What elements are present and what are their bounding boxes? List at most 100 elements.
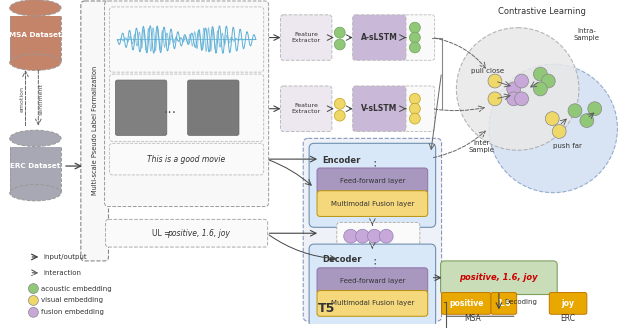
Circle shape: [489, 64, 618, 193]
FancyBboxPatch shape: [280, 15, 332, 60]
Text: T5: T5: [318, 302, 335, 315]
Text: positive, 1.6, joy: positive, 1.6, joy: [167, 229, 230, 238]
Polygon shape: [10, 147, 61, 193]
Text: ⋮: ⋮: [368, 159, 381, 173]
Text: push far: push far: [553, 143, 582, 149]
FancyBboxPatch shape: [442, 293, 491, 314]
Text: This is a good movie: This is a good movie: [147, 154, 226, 164]
Circle shape: [545, 112, 559, 126]
Circle shape: [488, 74, 502, 88]
FancyBboxPatch shape: [109, 143, 264, 175]
Text: joy: joy: [561, 299, 575, 308]
Circle shape: [456, 28, 579, 150]
FancyBboxPatch shape: [317, 168, 428, 194]
Text: input/output: input/output: [44, 254, 87, 260]
FancyBboxPatch shape: [309, 143, 436, 227]
Text: Decoder: Decoder: [322, 256, 362, 264]
FancyBboxPatch shape: [491, 293, 516, 314]
FancyBboxPatch shape: [403, 15, 435, 60]
Circle shape: [515, 74, 529, 88]
Text: Feed-forward layer: Feed-forward layer: [340, 278, 405, 284]
Text: 1.6: 1.6: [497, 299, 511, 308]
FancyBboxPatch shape: [403, 86, 435, 132]
Text: Contrastive Learning: Contrastive Learning: [499, 7, 586, 16]
Circle shape: [515, 92, 529, 106]
FancyBboxPatch shape: [317, 291, 428, 316]
Circle shape: [534, 82, 547, 96]
Circle shape: [410, 113, 420, 124]
Text: Feature
Extractor: Feature Extractor: [292, 103, 321, 114]
FancyBboxPatch shape: [106, 219, 268, 247]
Text: Inter
Sample: Inter Sample: [468, 140, 494, 153]
FancyBboxPatch shape: [317, 191, 428, 216]
Circle shape: [28, 296, 38, 305]
Circle shape: [588, 102, 602, 116]
Text: Multi-scale Pseudo Label Formalization: Multi-scale Pseudo Label Formalization: [92, 66, 98, 195]
Text: Multimodal Fusion layer: Multimodal Fusion layer: [331, 300, 414, 306]
Circle shape: [568, 104, 582, 118]
Text: interaction: interaction: [44, 270, 81, 276]
FancyBboxPatch shape: [317, 268, 428, 294]
Circle shape: [344, 229, 358, 243]
FancyBboxPatch shape: [109, 74, 264, 141]
Text: positive, 1.6, joy: positive, 1.6, joy: [460, 273, 538, 282]
FancyBboxPatch shape: [188, 80, 239, 135]
FancyBboxPatch shape: [337, 222, 420, 250]
Text: visual embedding: visual embedding: [42, 297, 103, 303]
Circle shape: [334, 39, 345, 50]
FancyBboxPatch shape: [440, 261, 557, 295]
FancyBboxPatch shape: [280, 86, 332, 132]
Text: Feed-forward layer: Feed-forward layer: [340, 178, 405, 184]
Text: V-sLSTM: V-sLSTM: [361, 104, 397, 113]
Circle shape: [410, 93, 420, 104]
Circle shape: [334, 27, 345, 38]
Text: ERC Dataset: ERC Dataset: [10, 163, 61, 169]
FancyBboxPatch shape: [104, 1, 269, 207]
Circle shape: [488, 92, 502, 106]
Text: pull close: pull close: [472, 68, 504, 74]
Circle shape: [356, 229, 369, 243]
Circle shape: [507, 82, 520, 96]
Text: Multimodal Fusion layer: Multimodal Fusion layer: [331, 201, 414, 207]
Circle shape: [410, 42, 420, 53]
FancyBboxPatch shape: [81, 1, 109, 261]
Circle shape: [541, 74, 556, 88]
Text: ⋮: ⋮: [368, 258, 381, 271]
Circle shape: [552, 125, 566, 138]
FancyBboxPatch shape: [549, 293, 587, 314]
Circle shape: [334, 110, 345, 121]
Text: A-sLSTM: A-sLSTM: [361, 33, 397, 42]
Ellipse shape: [10, 0, 61, 16]
Text: ...: ...: [163, 102, 177, 116]
Circle shape: [410, 32, 420, 43]
Text: Decoding: Decoding: [505, 299, 538, 305]
Circle shape: [580, 114, 594, 128]
Text: fusion embedding: fusion embedding: [42, 309, 104, 315]
Polygon shape: [10, 16, 61, 62]
Text: sentiment: sentiment: [39, 83, 44, 115]
Circle shape: [534, 67, 547, 81]
Text: MSA Dataset: MSA Dataset: [9, 32, 61, 38]
FancyBboxPatch shape: [115, 80, 167, 135]
FancyBboxPatch shape: [109, 7, 264, 72]
Circle shape: [28, 307, 38, 317]
Text: UL =: UL =: [152, 229, 173, 238]
Circle shape: [28, 284, 38, 294]
Ellipse shape: [10, 130, 61, 147]
Text: positive: positive: [449, 299, 484, 308]
Text: MSA: MSA: [464, 314, 481, 323]
Circle shape: [410, 22, 420, 33]
Text: acoustic embedding: acoustic embedding: [42, 286, 112, 292]
Text: Encoder: Encoder: [322, 155, 360, 165]
Text: emotion: emotion: [20, 86, 25, 112]
Circle shape: [367, 229, 381, 243]
Circle shape: [334, 98, 345, 109]
Circle shape: [507, 92, 520, 106]
Ellipse shape: [10, 54, 61, 71]
Text: ERC: ERC: [561, 314, 575, 323]
FancyBboxPatch shape: [353, 15, 406, 60]
FancyBboxPatch shape: [309, 244, 436, 328]
Text: Feature
Extractor: Feature Extractor: [292, 32, 321, 43]
FancyBboxPatch shape: [303, 138, 442, 321]
Text: Intra-
Sample: Intra- Sample: [574, 28, 600, 41]
